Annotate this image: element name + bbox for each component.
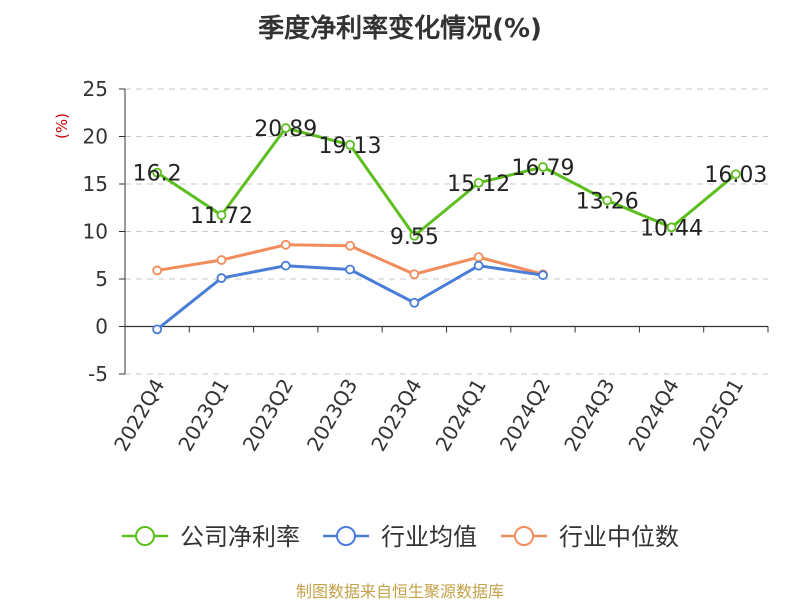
data-point: [280, 123, 291, 133]
data-point: [602, 195, 613, 206]
legend-label: 行业均值: [381, 523, 477, 551]
data-point: [473, 177, 484, 188]
data-point: [152, 265, 163, 276]
series-line: [156, 264, 544, 331]
data-point: [730, 169, 741, 180]
data-point: [473, 252, 484, 263]
data-point: [280, 239, 291, 250]
data-point: [216, 273, 227, 283]
y-tick-label: 0: [95, 315, 108, 339]
y-tick-label: 10: [83, 220, 108, 244]
legend-label: 行业中位数: [559, 523, 679, 551]
series-line: [156, 126, 737, 238]
data-label: 16.79: [511, 156, 574, 181]
data-point: [409, 269, 420, 280]
data-label: 16.03: [704, 163, 767, 188]
y-tick-label: -5: [88, 362, 108, 386]
data-point: [409, 297, 420, 308]
data-point: [345, 139, 355, 150]
x-tick-label: 2023Q4: [366, 375, 426, 456]
x-tick-label: 2023Q1: [173, 375, 233, 456]
data-source-note: 制图数据来自恒生聚源数据库: [295, 582, 504, 601]
x-tick-label: 2023Q2: [238, 375, 298, 456]
data-label: 19.13: [319, 134, 382, 159]
data-label: 11.72: [190, 204, 253, 229]
y-tick-label: 20: [83, 125, 108, 149]
data-point: [152, 167, 163, 178]
data-label: 15.12: [447, 172, 510, 197]
data-point: [216, 210, 227, 221]
x-tick-label: 2024Q2: [495, 375, 555, 456]
x-tick-label: 2024Q3: [559, 375, 619, 456]
y-tick-label: 25: [83, 77, 108, 101]
legend-marker: [336, 526, 356, 546]
y-tick-label: 15: [83, 172, 108, 196]
x-tick-label: 2022Q4: [109, 375, 169, 456]
y-axis-label: (%): [53, 113, 71, 139]
data-point: [473, 260, 484, 271]
data-point: [409, 230, 420, 241]
data-label: 20.89: [254, 117, 317, 142]
data-point: [345, 264, 355, 275]
data-point: [216, 255, 227, 265]
data-point: [152, 324, 163, 335]
data-label: 9.55: [390, 225, 439, 250]
data-label: 13.26: [576, 190, 639, 215]
data-label: 16.2: [133, 162, 182, 187]
data-point: [280, 260, 291, 271]
x-tick-label: 2025Q1: [688, 375, 748, 456]
x-tick-label: 2024Q1: [431, 375, 491, 456]
legend-label: 公司净利率: [180, 523, 300, 551]
data-point: [345, 240, 355, 251]
data-point: [538, 270, 548, 281]
data-point: [666, 222, 677, 233]
data-point: [538, 162, 548, 172]
x-tick-label: 2024Q4: [623, 375, 683, 456]
data-label: 10.44: [640, 216, 703, 241]
legend-marker: [514, 526, 534, 546]
chart-title: 季度净利率变化情况(%): [258, 14, 542, 44]
x-tick-label: 2023Q3: [302, 375, 362, 456]
y-tick-label: 5: [95, 267, 108, 291]
legend-marker: [135, 526, 155, 546]
